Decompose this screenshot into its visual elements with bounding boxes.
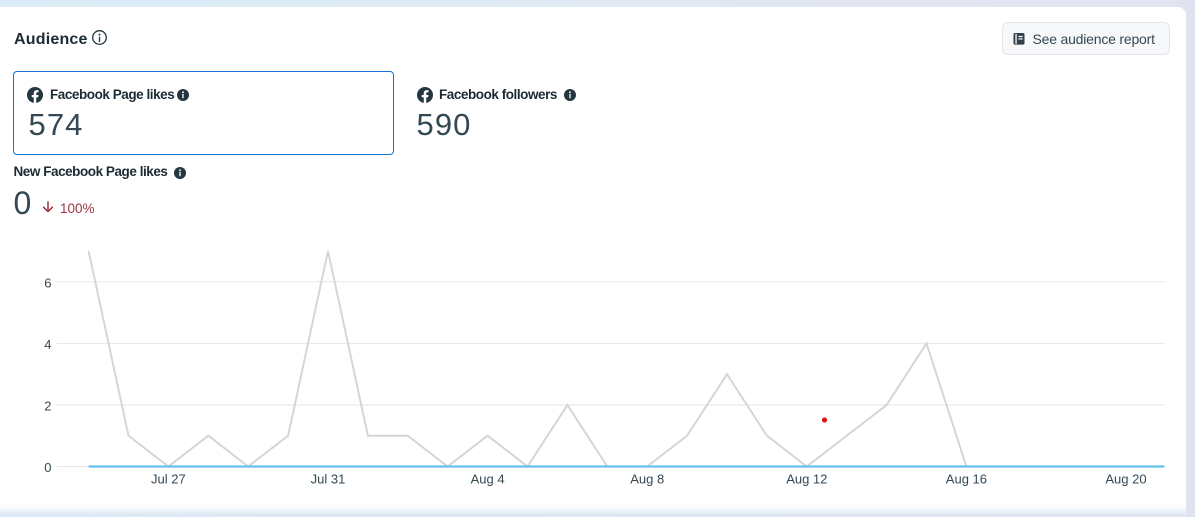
svg-text:Aug 12: Aug 12 [786, 471, 827, 486]
svg-text:Jul 27: Jul 27 [151, 471, 186, 486]
svg-text:Aug 8: Aug 8 [630, 471, 664, 486]
svg-text:4: 4 [44, 337, 51, 352]
svg-text:Aug 20: Aug 20 [1105, 471, 1146, 486]
svg-text:0: 0 [44, 460, 51, 475]
svg-text:Aug 16: Aug 16 [946, 471, 987, 486]
svg-text:Aug 4: Aug 4 [471, 471, 505, 486]
svg-text:Jul 31: Jul 31 [311, 471, 346, 486]
svg-text:2: 2 [44, 399, 51, 414]
svg-text:6: 6 [44, 276, 51, 291]
